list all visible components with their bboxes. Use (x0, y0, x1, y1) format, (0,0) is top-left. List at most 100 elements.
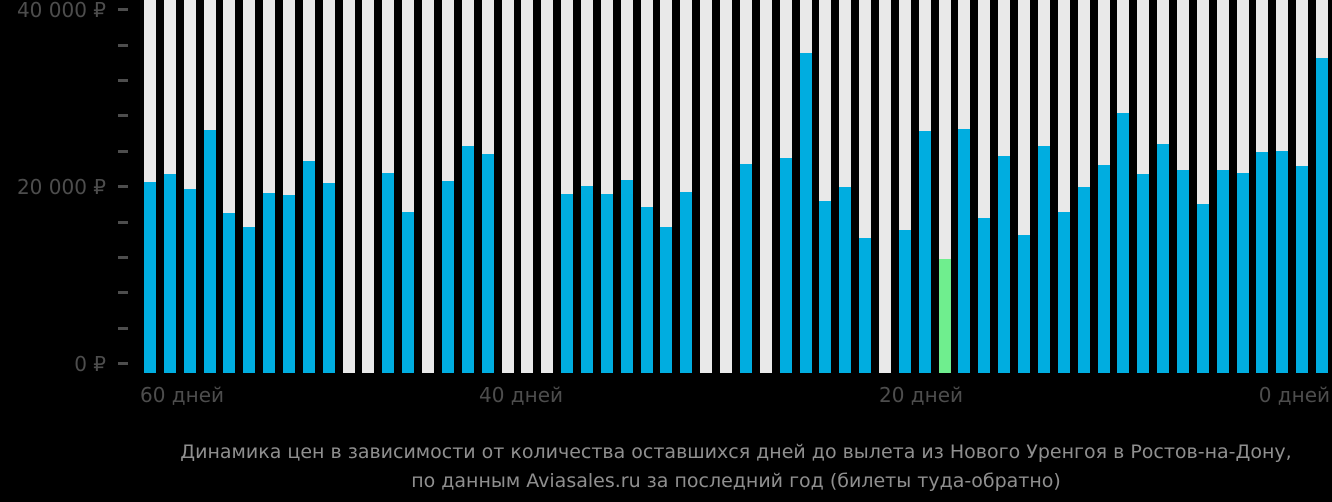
day-column-47-days-left[interactable] (382, 0, 395, 373)
price-bar (819, 200, 832, 373)
day-column-53-days-left[interactable] (263, 0, 276, 373)
price-bar (1137, 174, 1150, 373)
day-column-7-days-left[interactable] (1177, 0, 1189, 373)
day-column-21-days-left[interactable] (898, 0, 911, 373)
day-column-38-days-left[interactable] (561, 0, 574, 373)
day-column-23-days-left[interactable] (859, 0, 872, 373)
day-column-28-days-left[interactable] (759, 0, 772, 373)
price-bar (859, 238, 872, 373)
day-column-50-days-left[interactable] (322, 0, 335, 373)
day-column-41-days-left[interactable] (501, 0, 514, 373)
price-bar (799, 53, 812, 373)
day-column-0-days-left[interactable] (1316, 0, 1329, 373)
price-bar (1097, 164, 1110, 373)
chart-subtitle: по данным Aviasales.ru за последний год … (411, 470, 1061, 492)
price-bar (1018, 234, 1031, 373)
day-column-43-days-left[interactable] (461, 0, 474, 373)
price-bar (1037, 146, 1050, 373)
price-bar (1276, 151, 1289, 373)
day-column-54-days-left[interactable] (243, 0, 256, 373)
day-column-14-days-left[interactable] (1037, 0, 1050, 373)
day-column-8-days-left[interactable] (1157, 0, 1170, 373)
day-column-5-days-left[interactable] (1216, 0, 1229, 373)
y-axis-tick-24000 (118, 149, 128, 153)
day-column-33-days-left[interactable] (660, 0, 673, 373)
day-column-48-days-left[interactable] (362, 0, 375, 373)
y-axis-tick-40000 (118, 8, 128, 12)
price-bar (1216, 169, 1229, 373)
price-bar (1236, 173, 1249, 373)
day-column-26-days-left[interactable] (799, 0, 812, 373)
day-column-25-days-left[interactable] (819, 0, 832, 373)
day-column-20-days-left[interactable] (918, 0, 931, 373)
price-bar (1296, 166, 1309, 373)
x-axis-label-20-days: 20 дней (878, 383, 964, 407)
price-bar (581, 185, 593, 373)
chart-title: Динамика цен в зависимости от количества… (180, 441, 1292, 463)
y-axis-tick-12000 (118, 256, 128, 259)
day-column-51-days-left[interactable] (302, 0, 315, 373)
day-column-59-days-left[interactable] (143, 0, 156, 373)
day-column-55-days-left[interactable] (223, 0, 236, 373)
price-bar (481, 154, 494, 373)
day-column-40-days-left[interactable] (521, 0, 534, 373)
day-column-35-days-left[interactable] (620, 0, 633, 373)
price-bar (203, 130, 216, 373)
day-column-18-days-left[interactable] (958, 0, 971, 373)
y-axis-tick-28000 (118, 114, 128, 118)
day-column-11-days-left[interactable] (1097, 0, 1110, 373)
day-column-49-days-left[interactable] (342, 0, 355, 373)
price-bar (640, 207, 653, 373)
day-column-36-days-left[interactable] (600, 0, 613, 373)
day-column-15-days-left[interactable] (1018, 0, 1031, 373)
price-bar (1256, 152, 1269, 373)
day-column-56-days-left[interactable] (203, 0, 216, 373)
price-bar (1177, 169, 1189, 373)
day-column-37-days-left[interactable] (581, 0, 593, 373)
price-bar (243, 226, 256, 373)
price-bar (918, 130, 931, 373)
day-column-19-days-left[interactable] (938, 0, 951, 373)
day-column-2-days-left[interactable] (1276, 0, 1289, 373)
day-column-4-days-left[interactable] (1236, 0, 1249, 373)
y-axis-label-40000: 40 000 ₽ (16, 0, 106, 22)
day-column-6-days-left[interactable] (1196, 0, 1209, 373)
y-axis-label-20000: 20 000 ₽ (16, 175, 106, 199)
price-bar (183, 188, 196, 373)
day-column-46-days-left[interactable] (402, 0, 415, 373)
day-column-13-days-left[interactable] (1057, 0, 1070, 373)
day-column-42-days-left[interactable] (481, 0, 494, 373)
day-column-17-days-left[interactable] (978, 0, 991, 373)
day-column-34-days-left[interactable] (640, 0, 653, 373)
day-column-31-days-left[interactable] (700, 0, 713, 373)
day-column-3-days-left[interactable] (1256, 0, 1269, 373)
y-axis-tick-20000 (118, 185, 128, 189)
price-bar (898, 230, 911, 373)
day-column-16-days-left[interactable] (998, 0, 1011, 373)
x-axis-label-60-days: 60 дней (140, 383, 225, 407)
day-column-10-days-left[interactable] (1117, 0, 1130, 373)
day-column-32-days-left[interactable] (680, 0, 693, 373)
day-column-27-days-left[interactable] (779, 0, 792, 373)
day-column-30-days-left[interactable] (720, 0, 733, 373)
day-column-1-days-left[interactable] (1296, 0, 1309, 373)
day-column-52-days-left[interactable] (283, 0, 295, 373)
day-column-22-days-left[interactable] (879, 0, 891, 373)
day-column-24-days-left[interactable] (839, 0, 852, 373)
price-bar (1157, 144, 1170, 373)
day-column-44-days-left[interactable] (441, 0, 454, 373)
price-bar (263, 192, 276, 373)
price-bar (739, 163, 752, 373)
x-axis-label-0-days: 0 дней (1258, 383, 1330, 407)
price-bar (839, 186, 852, 373)
day-column-39-days-left[interactable] (541, 0, 554, 373)
plot-area (140, 0, 1332, 373)
price-bar (402, 212, 415, 373)
price-bar (382, 173, 395, 373)
day-column-45-days-left[interactable] (422, 0, 435, 373)
day-column-9-days-left[interactable] (1137, 0, 1150, 373)
day-column-58-days-left[interactable] (163, 0, 176, 373)
day-column-12-days-left[interactable] (1077, 0, 1090, 373)
day-column-57-days-left[interactable] (183, 0, 196, 373)
day-column-29-days-left[interactable] (739, 0, 752, 373)
